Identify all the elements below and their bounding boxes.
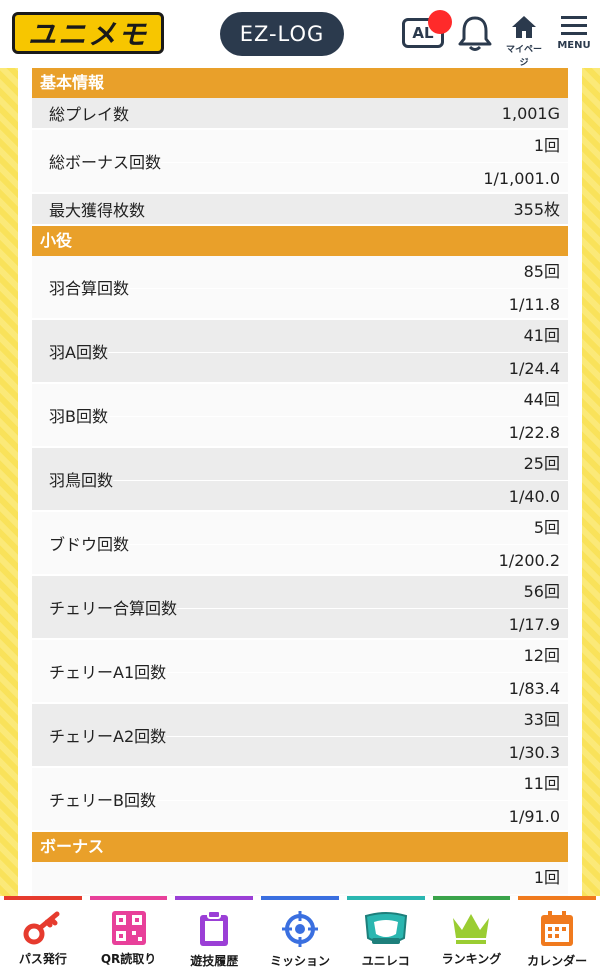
row-rate: 1/24.4 xyxy=(107,352,568,384)
nav-label: ランキング xyxy=(441,952,502,966)
row-count: 12回 xyxy=(523,646,560,665)
row-label: 羽A回数 xyxy=(49,343,108,362)
table-row: ブドウ回数 5回 1/200.2 xyxy=(32,512,568,576)
target-icon xyxy=(282,911,319,947)
row-rate xyxy=(49,894,568,900)
nav-unireco[interactable]: ユニレコ xyxy=(343,896,429,978)
nav-label: ミッション xyxy=(270,954,331,968)
table-row: 羽A回数 41回 1/24.4 xyxy=(32,320,568,384)
row-label xyxy=(32,862,49,900)
nav-history[interactable]: 遊技履歴 xyxy=(171,896,257,978)
row-value: 1,001G xyxy=(501,104,560,123)
row-label: チェリーB回数 xyxy=(49,791,156,810)
calendar-icon xyxy=(541,911,574,946)
menu-label: MENU xyxy=(557,40,591,51)
nav-color-bar xyxy=(4,896,82,900)
table-row: 羽B回数 44回 1/22.8 xyxy=(32,384,568,448)
table-row: チェリー合算回数 56回 1/17.9 xyxy=(32,576,568,640)
row-count: 44回 xyxy=(523,390,560,409)
key-icon xyxy=(23,911,60,945)
row-label: チェリーA1回数 xyxy=(49,663,167,682)
nav-pass[interactable]: パス発行 xyxy=(0,896,86,978)
row-count: 5回 xyxy=(533,518,560,537)
row-rate: 1/22.8 xyxy=(107,416,568,448)
row-count: 41回 xyxy=(523,326,560,345)
nav-color-bar xyxy=(518,896,597,900)
row-label: 羽B回数 xyxy=(49,407,108,426)
row-label: チェリー合算回数 xyxy=(49,599,178,618)
nav-qr[interactable]: QR読取り xyxy=(86,896,172,978)
clipboard-icon xyxy=(200,910,229,946)
nav-label: ユニレコ xyxy=(361,954,410,968)
nav-color-bar xyxy=(346,896,425,900)
row-rate: 1/30.3 xyxy=(166,736,568,768)
row-count: 56回 xyxy=(523,582,560,601)
row-count: 25回 xyxy=(523,454,560,473)
row-count: 1回 xyxy=(533,136,560,155)
nav-label: 遊技履歴 xyxy=(190,954,239,968)
crown-icon xyxy=(453,914,490,944)
notification-dot xyxy=(428,10,452,34)
row-count: 33回 xyxy=(523,710,560,729)
mypage-button[interactable]: マイページ xyxy=(504,14,544,68)
section-header-basic: 基本情報 xyxy=(32,68,568,98)
section-header-small: 小役 xyxy=(32,226,568,256)
qr-icon xyxy=(111,911,146,945)
row-rate: 1/1,001.0 xyxy=(161,162,568,194)
nav-label: QR読取り xyxy=(100,952,157,966)
nav-color-bar xyxy=(89,896,168,900)
data-panel: 基本情報 総プレイ数 1,001G 総ボーナス回数 1回 1/1,001.0 最… xyxy=(18,68,582,900)
hamburger-icon xyxy=(556,16,592,35)
nav-ranking[interactable]: ランキング xyxy=(429,896,515,978)
nav-color-bar xyxy=(175,896,254,900)
table-row: 羽鳥回数 25回 1/40.0 xyxy=(32,448,568,512)
mypage-label: マイページ xyxy=(505,45,542,68)
row-label: チェリーA2回数 xyxy=(49,727,167,746)
row-label: 最大獲得枚数 xyxy=(49,201,146,220)
table-row: 総ボーナス回数 1回 1/1,001.0 xyxy=(32,130,568,194)
menu-button[interactable]: MENU xyxy=(556,16,592,56)
row-rate: 1/17.9 xyxy=(177,608,568,640)
data-table: 基本情報 総プレイ数 1,001G 総ボーナス回数 1回 1/1,001.0 最… xyxy=(32,68,568,900)
nav-mission[interactable]: ミッション xyxy=(257,896,343,978)
table-row: チェリーA1回数 12回 1/83.4 xyxy=(32,640,568,704)
nav-calendar[interactable]: カレンダー xyxy=(514,896,600,978)
nav-label: パス発行 xyxy=(18,952,67,966)
table-row: 最大獲得枚数 355枚 xyxy=(32,194,568,226)
bottom-nav: パス発行 QR読取り 遊技履歴 ミッション xyxy=(0,896,600,978)
row-rate: 1/91.0 xyxy=(155,800,568,832)
nav-label: カレンダー xyxy=(527,954,588,968)
bell-icon[interactable] xyxy=(458,14,492,52)
table-row: チェリーA2回数 33回 1/30.3 xyxy=(32,704,568,768)
nav-color-bar xyxy=(432,896,511,900)
app-header: ユニメモ EZ-LOG AL マイページ MENU xyxy=(0,0,600,68)
row-count: 11回 xyxy=(523,774,560,793)
row-label: ブドウ回数 xyxy=(49,535,130,554)
table-row: チェリーB回数 11回 1/91.0 xyxy=(32,768,568,832)
row-count: 1回 xyxy=(533,868,560,887)
unireco-icon xyxy=(364,912,407,944)
row-rate: 1/200.2 xyxy=(129,544,568,576)
row-label: 羽合算回数 xyxy=(49,279,130,298)
nav-color-bar xyxy=(261,896,339,900)
ezlog-button[interactable]: EZ-LOG xyxy=(220,12,344,56)
row-rate: 1/83.4 xyxy=(166,672,568,704)
row-label: 総プレイ数 xyxy=(49,105,130,124)
row-rate: 1/40.0 xyxy=(113,480,568,512)
home-icon xyxy=(512,16,536,38)
table-row: 1回 xyxy=(32,862,568,900)
row-label: 総ボーナス回数 xyxy=(49,153,162,172)
row-value: 355枚 xyxy=(513,200,560,219)
row-count: 85回 xyxy=(523,262,560,281)
row-rate: 1/11.8 xyxy=(129,288,568,320)
table-row: 羽合算回数 85回 1/11.8 xyxy=(32,256,568,320)
section-header-bonus: ボーナス xyxy=(32,832,568,862)
row-label: 羽鳥回数 xyxy=(49,471,114,490)
unimemo-logo[interactable]: ユニメモ xyxy=(12,12,164,54)
table-row: 総プレイ数 1,001G xyxy=(32,98,568,130)
